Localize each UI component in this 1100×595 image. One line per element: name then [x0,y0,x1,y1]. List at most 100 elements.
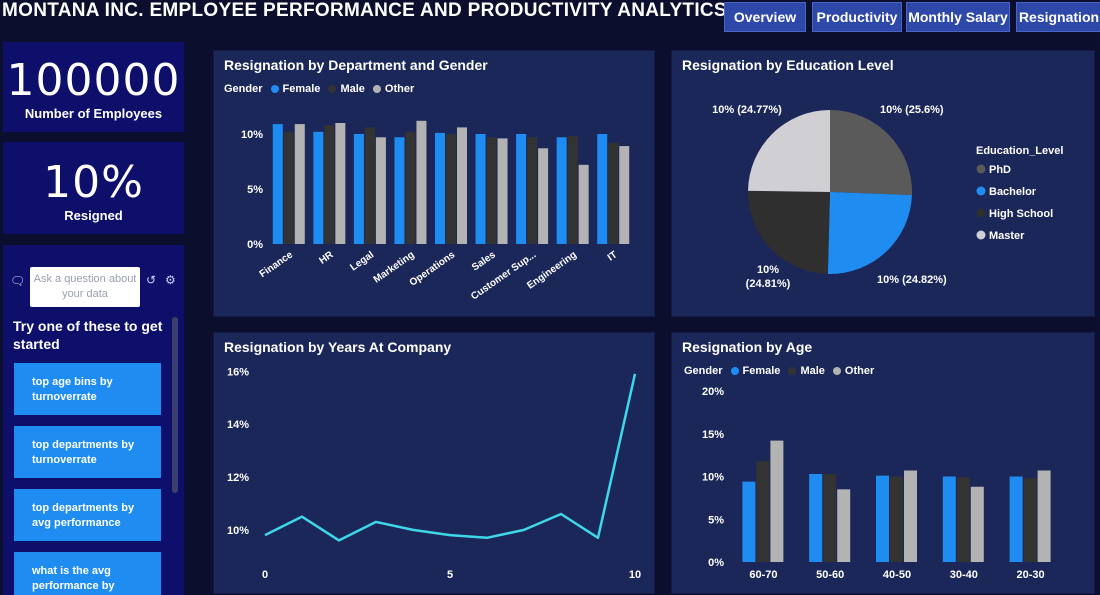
y-tick-label: 10% [227,525,249,537]
bar-female [942,476,956,562]
legend-other: Other [384,83,415,95]
pie-data-label: 10% (24.77%) [712,104,782,116]
scrollbar[interactable] [172,317,178,493]
legend-dot [976,208,986,218]
bar-female [742,481,756,562]
pie-data-label: 10% (25.6%) [880,104,944,116]
bar-other [457,127,467,244]
qa-panel: 🗨 Ask a question about your data ↺ ⚙ Try… [3,245,184,595]
edu-chart-panel: Resignation by Education Level 10% (25.6… [671,50,1095,317]
share-icon[interactable]: ↺ [146,273,157,287]
bar-male [956,477,970,562]
bar-other [619,146,630,244]
y-tick-label: 5% [708,514,724,526]
legend-title: Gender [224,83,263,95]
suggestion-button[interactable]: top departments by turnoverrate [14,426,161,478]
kpi-resigned-card: 10% Resigned [3,142,184,234]
bar-female [313,131,324,244]
kpi-employees-card: 100000 Number of Employees [3,42,184,132]
legend-dot [976,230,986,240]
bar-female [809,473,823,562]
y-tick-label: 15% [702,429,724,441]
x-tick-label: Operations [408,249,458,289]
bar-female [475,134,486,244]
chat-icon[interactable]: 🗨 [10,274,26,288]
pie-slice-high-school [748,190,830,274]
bar-female [556,137,567,244]
pie-slice-bachelor [827,192,912,274]
bar-male [486,137,497,244]
y-tick-label: 14% [227,419,249,431]
x-tick-label: Sales [470,249,498,273]
y-tick-label: 5% [247,184,263,196]
tab-monthly-salary[interactable]: Monthly Salary [906,2,1010,32]
series-line [264,373,637,542]
pie-data-label: (24.81%) [746,278,791,290]
bar-female [394,137,405,244]
gear-icon[interactable]: ⚙ [165,273,176,287]
legend-title: Gender [684,365,723,377]
x-tick-label: 0 [262,569,268,581]
x-tick-label: IT [606,249,620,263]
x-tick-label: 40-50 [883,569,911,581]
dashboard-title: MONTANA INC. EMPLOYEE PERFORMANCE AND PR… [2,0,727,21]
legend-dot-male [328,85,337,93]
bar-male [823,473,837,562]
bar-male [756,461,770,562]
kpi-resigned-value: 10% [43,157,144,208]
x-tick-label: 20-30 [1017,569,1045,581]
legend-dot-other [832,367,841,375]
bar-male [1023,478,1037,562]
bar-other [770,440,784,562]
x-tick-label: 30-40 [950,569,978,581]
x-tick-label: 50-60 [816,569,844,581]
legend-other: Other [844,365,875,377]
bar-male [567,136,578,244]
tab-productivity[interactable]: Productivity [812,2,902,32]
x-tick-label: Legal [348,249,376,273]
x-tick-label: 10 [629,569,641,581]
y-tick-label: 20% [702,386,724,398]
x-tick-label: 60-70 [749,569,777,581]
bar-male [890,476,903,562]
age-chart-panel: Resignation by Age Gender Female Male Ot… [671,332,1095,594]
legend-female: Female [742,365,781,377]
legend-item: Bachelor [989,186,1037,198]
tab-overview[interactable]: Overview [724,2,806,32]
legend-dot-male [788,367,797,375]
age-chart-svg: 0% 5% 10% 15% 20% 60-70 50-60 40-50 30-40 20-30 [702,386,1051,581]
legend-male: Male [340,83,365,95]
x-tick-label: HR [317,249,336,267]
y-tick-label: 10% [702,472,724,484]
y-tick-label: 10% [241,129,263,141]
bar-male [446,134,456,244]
bar-other [335,123,346,244]
qa-input[interactable]: Ask a question about your data [30,267,140,307]
years-chart-panel: Resignation by Years At Company 10% 12% 14… [213,332,655,594]
legend-male: Male [800,365,825,377]
chart-title: Resignation by Years At Company [224,339,452,355]
suggestion-button[interactable]: top age bins by turnoverrate [14,363,161,415]
legend-dot [976,164,986,174]
bar-other [538,148,549,244]
legend-dot-female [270,85,279,93]
bar-female [435,132,445,244]
chart-title: Resignation by Education Level [682,57,894,73]
bar-male [608,142,619,244]
x-tick-label: Finance [258,249,296,280]
chart-legend: Gender Female Male Other [684,365,874,377]
suggestion-button[interactable]: top departments by avg performance [14,489,161,541]
legend-title: Education_Level [976,145,1063,157]
bar-male [324,125,335,244]
legend-female: Female [282,83,321,95]
bar-other [416,120,427,244]
tab-resignation[interactable]: Resignation [1016,2,1100,32]
bar-male [283,131,294,244]
bar-other [294,124,305,244]
pie-data-label: 10% [757,264,779,276]
qa-hint: Try one of these to get started [13,318,163,352]
dept-chart-svg: 0%5%10%Finance HR LegalMarketingOperations… [241,120,630,302]
suggestion-button[interactable]: what is the avg performance by [14,552,161,595]
years-chart-svg: 10% 12% 14% 16% 0 5 10 [227,366,641,581]
y-tick-label: 0% [247,239,263,251]
